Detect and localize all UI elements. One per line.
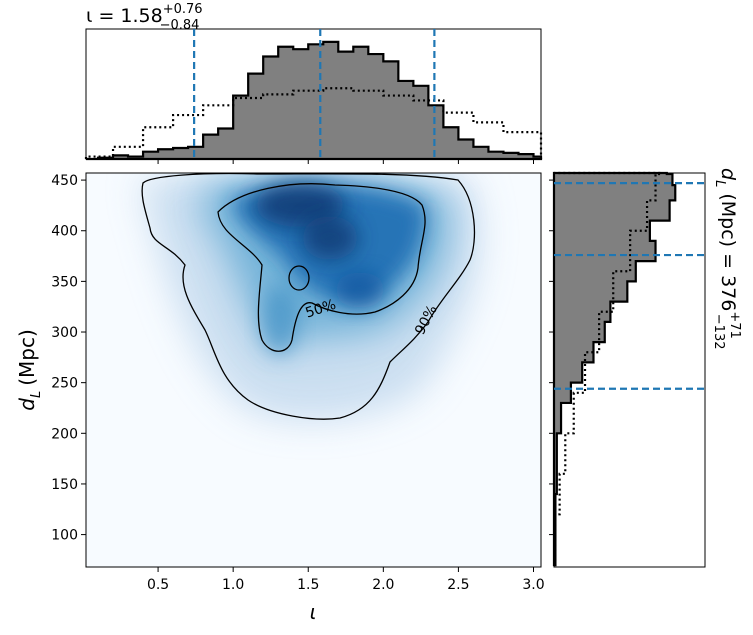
x-tick-label: 3.0 [522, 577, 544, 593]
top-posterior-histogram [86, 40, 543, 161]
y-tick-label: 200 [51, 426, 78, 442]
y-tick-label: 100 [51, 528, 78, 544]
right-panel-title: dL (Mpc) = 376+71−132 [711, 168, 742, 350]
contour-50-island [288, 265, 310, 291]
density-peak-3 [335, 272, 385, 308]
main-y-ticks: 100 150 200 250 300 350 400 450 [51, 173, 86, 544]
right-prior-histogram [554, 171, 663, 567]
right-posterior-histogram [552, 171, 677, 567]
y-axis-label: dL(Mpc) [15, 329, 44, 411]
main-panel-frame [85, 172, 542, 568]
y-tick-label: 300 [51, 325, 78, 341]
y-tick-label: 350 [51, 274, 78, 290]
right-y-ticks [549, 179, 554, 536]
density-peak-1 [255, 183, 345, 227]
main-heatmap-panel: 50% 90% 0.5 1.0 1.5 2.0 2.5 3.0 100 150 200 250 3… [15, 172, 545, 624]
density-peak-2 [302, 216, 358, 260]
x-tick-label: 1.0 [222, 577, 244, 593]
y-tick-label: 400 [51, 224, 78, 240]
top-prior-histogram [84, 87, 543, 159]
top-panel-title: ι = 1.58+0.76 −0.84 [86, 2, 203, 33]
contour-50 [217, 183, 426, 352]
top-credible-lines [157, 29, 534, 164]
density-lobe-lower [262, 285, 298, 355]
y-tick-label: 450 [51, 173, 78, 189]
main-x-ticks: 0.5 1.0 1.5 2.0 2.5 3.0 [147, 567, 545, 593]
top-histogram-panel: ι = 1.58+0.76 −0.84 [84, 2, 543, 164]
y-tick-label: 250 [51, 376, 78, 392]
x-tick-label: 0.5 [147, 577, 169, 593]
contour-90 [141, 173, 476, 420]
x-tick-label: 1.5 [297, 577, 319, 593]
x-axis-label: ι [310, 600, 317, 624]
x-tick-label: 2.0 [372, 577, 394, 593]
density-heatmap: 50% 90% [140, 173, 480, 421]
y-tick-label: 150 [51, 477, 78, 493]
right-credible-lines [554, 182, 705, 390]
x-tick-label: 2.5 [447, 577, 469, 593]
right-histogram-panel: dL (Mpc) = 376+71−132 [549, 168, 742, 568]
